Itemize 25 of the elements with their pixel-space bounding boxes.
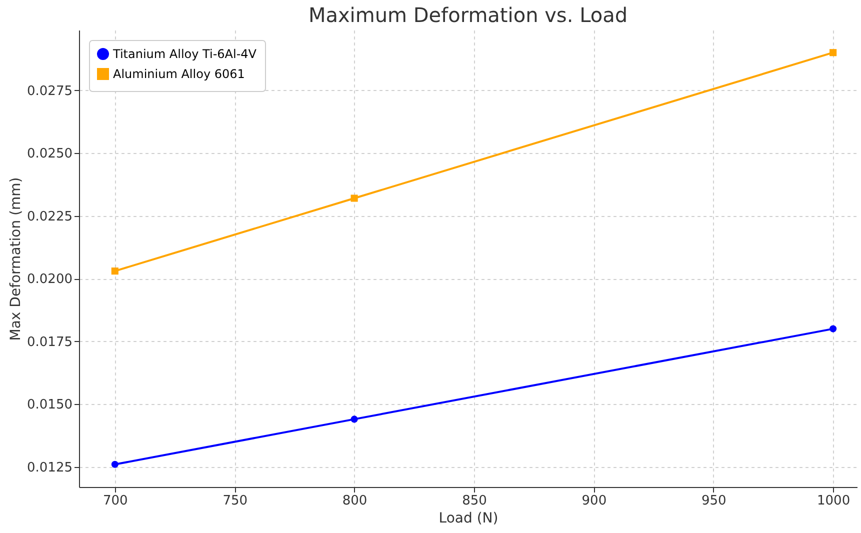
x-tick-label: 800 — [342, 494, 368, 508]
y-tick-label: 0.0175 — [27, 334, 72, 350]
point — [111, 268, 118, 275]
point — [111, 460, 118, 468]
x-tick-label: 700 — [102, 494, 128, 508]
x-tick-label: 950 — [701, 494, 726, 508]
x-tick-label: 750 — [222, 494, 248, 508]
point — [350, 416, 358, 423]
y-tick-label: 0.0125 — [27, 460, 72, 476]
x-axis-title: Load (N) — [438, 510, 498, 526]
point — [830, 49, 837, 56]
y-tick-label: 0.0250 — [27, 146, 72, 162]
x-tick-label: 900 — [582, 494, 607, 508]
y-tick-label: 0.0200 — [27, 272, 72, 288]
chart-title: Maximum Deformation vs. Load — [308, 3, 628, 27]
y-tick-label: 0.0225 — [27, 209, 72, 224]
point — [830, 325, 837, 332]
y-tick-label: 0.0275 — [27, 84, 72, 99]
legend-label: Titanium Alloy Ti-6Al-4V — [112, 47, 258, 61]
x-tick-label: 850 — [462, 494, 487, 508]
y-axis-title: Max Deformation (mm) — [8, 177, 24, 341]
point — [350, 194, 358, 202]
y-tick-label: 0.0150 — [27, 398, 72, 413]
x-tick-label: 1000 — [817, 494, 850, 508]
legend-label: Aluminium Alloy 6061 — [113, 67, 245, 81]
